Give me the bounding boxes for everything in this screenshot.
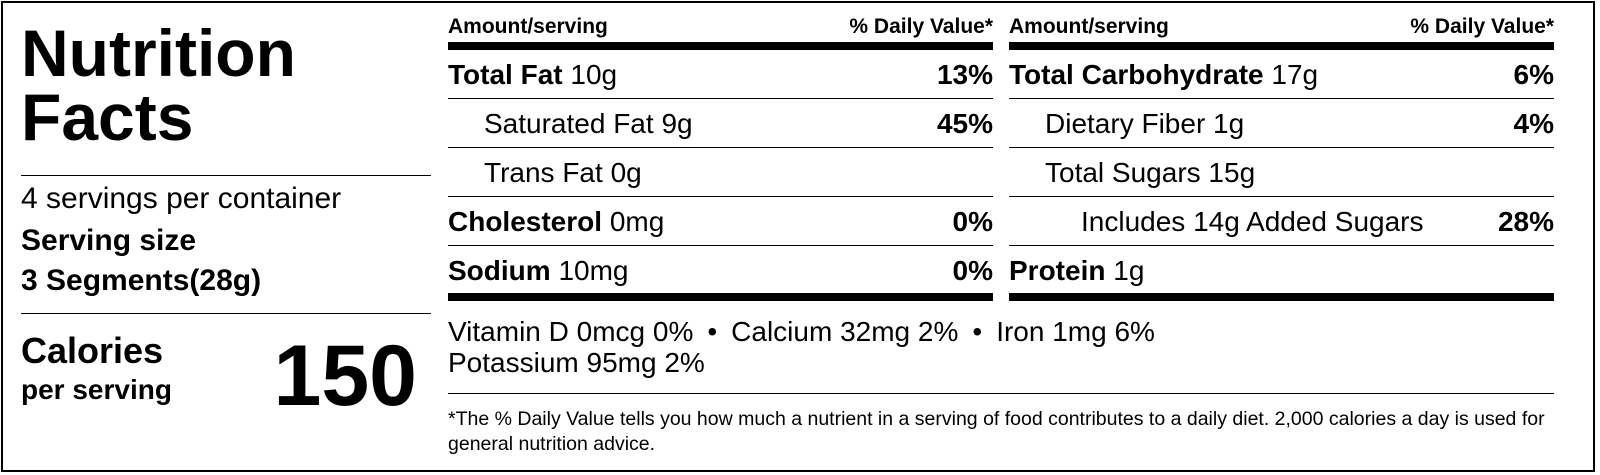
vitamins-minerals: Vitamin D 0mcg 0% • Calcium 32mg 2% • Iron 1… (448, 316, 1155, 378)
nutrient-amount: 1g (1213, 108, 1245, 139)
serving-size-value: 3 Segments(28g) (21, 264, 262, 297)
nutrient-name: Total Carbohydrate (1009, 59, 1264, 90)
daily-value-header: % Daily Value* (849, 15, 993, 38)
nutrient-row: Includes 14g Added Sugars 28% (1009, 196, 1554, 246)
calories-label: Calories (21, 330, 164, 371)
nutrient-dv: 0% (952, 206, 993, 237)
nutrient-name: Includes 14g Added Sugars (1081, 206, 1424, 237)
nutrient-amount: 0g (610, 157, 642, 188)
divider-footnote (448, 393, 1554, 394)
thick-rule-bottom (448, 293, 993, 301)
title-line-2: Facts (21, 80, 194, 154)
vitamin-d: Vitamin D 0mcg 0% (448, 316, 694, 347)
iron: Iron 1mg 6% (996, 316, 1155, 347)
nutrient-name: Dietary Fiber (1045, 108, 1206, 139)
nutrient-row: Trans Fat 0g (448, 147, 993, 197)
serving-size-label: Serving size (21, 224, 197, 257)
nutrient-row: Total Carbohydrate 17g 6% (1009, 50, 1554, 99)
column-header: Amount/serving % Daily Value* (448, 15, 993, 39)
calories-value: 150 (273, 328, 418, 424)
daily-value-header: % Daily Value* (1410, 15, 1554, 38)
thick-rule-top (1009, 42, 1554, 50)
nutrient-dv: 6% (1513, 59, 1554, 90)
calories-sub-label: per serving (21, 374, 172, 405)
nutrient-amount: 1g (1113, 255, 1145, 286)
nutrient-dv: 28% (1497, 206, 1554, 237)
thick-rule-bottom (1009, 293, 1554, 301)
nutrient-name: Protein (1009, 255, 1106, 286)
nutrient-row: Total Sugars 15g (1009, 147, 1554, 197)
calcium: Calcium 32mg 2% (731, 316, 959, 347)
amount-per-serving-header: Amount/serving (448, 15, 608, 38)
nutrient-row: Sodium 10mg 0% (448, 245, 993, 295)
divider-serving (21, 313, 431, 314)
nutrient-row: Cholesterol 0mg 0% (448, 196, 993, 246)
daily-value-footnote: *The % Daily Value tells you how much a … (448, 408, 1545, 455)
nutrient-name: Total Fat (448, 59, 563, 90)
nutrient-dv: 0% (952, 255, 993, 286)
nutrient-dv: 13% (936, 59, 993, 90)
nutrient-name: Trans Fat (484, 157, 603, 188)
nutrient-amount: 17g (1271, 59, 1319, 90)
nutrient-name: Saturated Fat (484, 108, 654, 139)
nutrient-name: Cholesterol (448, 206, 603, 237)
left-panel: Nutrition Facts 4 servings per container… (3, 3, 431, 470)
thick-rule-top (448, 42, 993, 50)
nutrient-amount: 9g (661, 108, 693, 139)
nutrient-row: Protein 1g (1009, 245, 1554, 295)
label-title: Nutrition Facts (21, 16, 296, 154)
nutrient-name: Sodium (448, 255, 551, 286)
amount-per-serving-header: Amount/serving (1009, 15, 1169, 38)
title-line-1: Nutrition (21, 16, 296, 90)
bullet-separator: • (972, 316, 983, 347)
nutrient-amount: 10g (570, 59, 618, 90)
nutrient-row: Saturated Fat 9g 45% (448, 98, 993, 148)
nutrient-amount: 0mg (609, 206, 665, 237)
nutrient-amount: 10mg (558, 255, 629, 286)
servings-per-container: 4 servings per container (21, 182, 342, 215)
column-header: Amount/serving % Daily Value* (1009, 15, 1554, 39)
bullet-separator: • (707, 316, 718, 347)
nutrient-amount: 15g (1208, 157, 1256, 188)
divider-title (21, 175, 431, 176)
nutrient-dv: 45% (936, 108, 993, 139)
nutrient-row: Total Fat 10g 13% (448, 50, 993, 99)
nutrient-dv: 4% (1513, 108, 1554, 139)
nutrient-name: Total Sugars (1045, 157, 1201, 188)
potassium: Potassium 95mg 2% (448, 347, 705, 378)
nutrient-row: Dietary Fiber 1g 4% (1009, 98, 1554, 148)
